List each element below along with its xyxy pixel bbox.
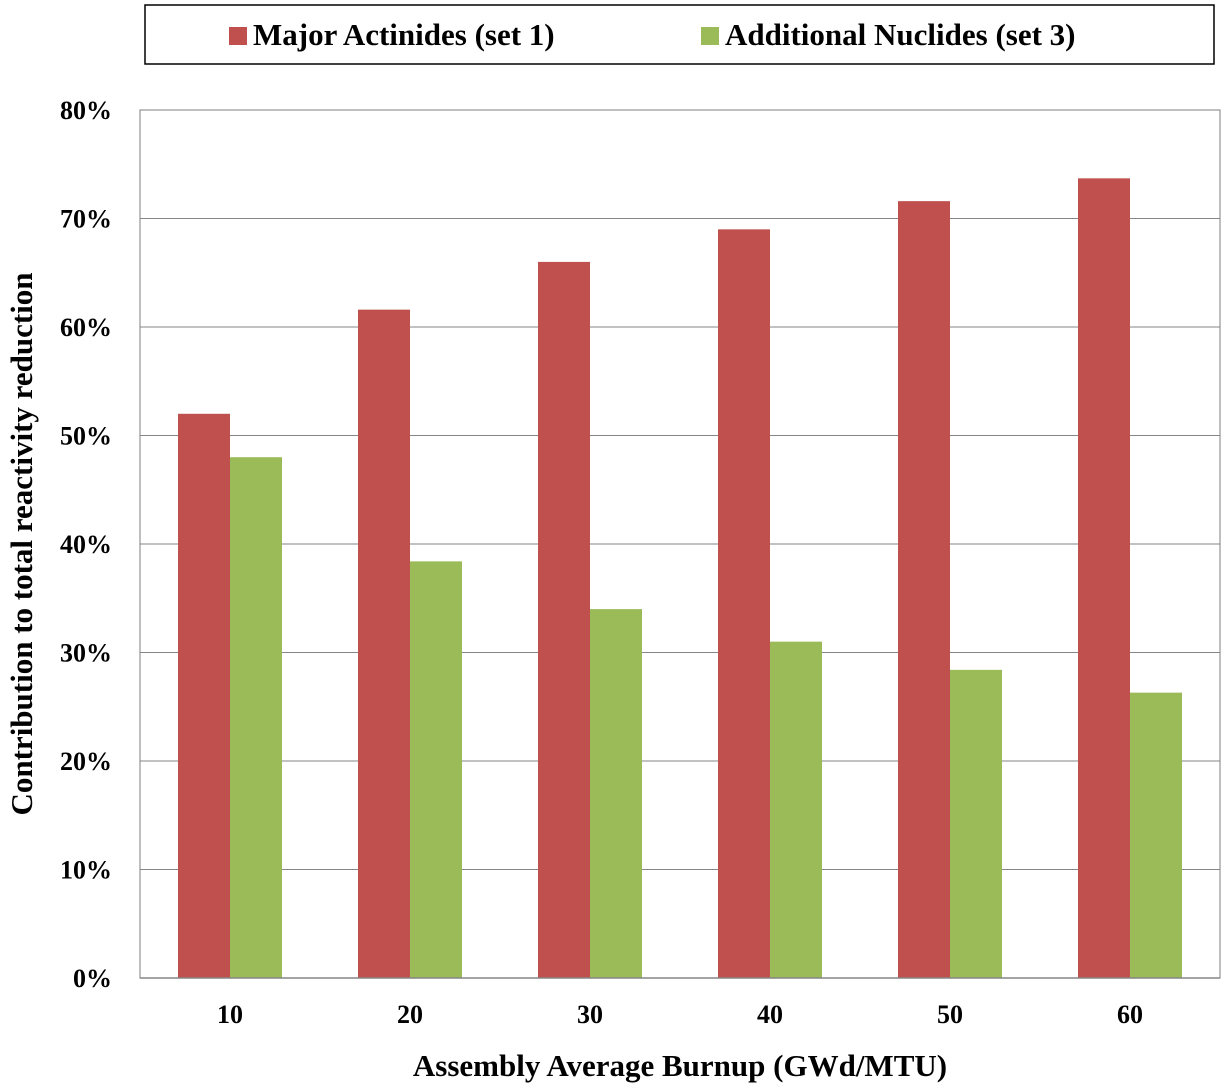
bars bbox=[140, 178, 1220, 979]
bar-series-1-20 bbox=[358, 309, 410, 978]
y-tick-label: 0% bbox=[73, 964, 112, 993]
bar-series-1-30 bbox=[538, 261, 590, 978]
y-tick-label: 60% bbox=[60, 313, 112, 342]
x-tick-label: 60 bbox=[1117, 1000, 1143, 1029]
bar-series-2-10 bbox=[230, 457, 282, 978]
x-axis-tick-labels: 10 20 30 40 50 60 bbox=[217, 1000, 1143, 1029]
bar-series-2-50 bbox=[950, 669, 1002, 978]
bar-series-2-60 bbox=[1130, 692, 1182, 978]
bar-series-1-10 bbox=[178, 413, 230, 978]
bar-series-1-60 bbox=[1078, 178, 1130, 979]
y-axis-title: Contribution to total reactivity reducti… bbox=[4, 272, 39, 815]
legend-swatch-series-1 bbox=[229, 27, 247, 45]
x-tick-label: 10 bbox=[217, 1000, 243, 1029]
y-tick-label: 30% bbox=[60, 639, 112, 668]
legend-label-series-1: Major Actinides (set 1) bbox=[253, 17, 555, 52]
bar-series-2-20 bbox=[410, 561, 462, 978]
legend-box bbox=[144, 4, 1215, 65]
bar-series-2-40 bbox=[770, 641, 822, 978]
x-axis-title: Assembly Average Burnup (GWd/MTU) bbox=[413, 1048, 947, 1083]
bar-series-1-40 bbox=[718, 229, 770, 979]
x-tick-label: 30 bbox=[577, 1000, 603, 1029]
x-tick-label: 20 bbox=[397, 1000, 423, 1029]
bar-series-1-50 bbox=[898, 201, 950, 978]
x-tick-label: 40 bbox=[757, 1000, 783, 1029]
gridlines bbox=[140, 218, 1220, 870]
y-tick-label: 70% bbox=[60, 205, 112, 234]
y-tick-label: 50% bbox=[60, 422, 112, 451]
x-tick-label: 50 bbox=[937, 1000, 963, 1029]
y-tick-label: 10% bbox=[60, 856, 112, 885]
legend-swatch-series-2 bbox=[701, 27, 719, 45]
y-axis-tick-labels: 0% 10% 20% 30% 40% 50% 60% 70% 80% bbox=[60, 96, 112, 993]
y-tick-label: 20% bbox=[60, 747, 112, 776]
legend: Major Actinides (set 1) Additional Nucli… bbox=[144, 4, 1215, 65]
bar-series-2-30 bbox=[590, 609, 642, 978]
y-tick-label: 80% bbox=[60, 96, 112, 125]
y-tick-label: 40% bbox=[60, 530, 112, 559]
legend-label-series-2: Additional Nuclides (set 3) bbox=[725, 17, 1076, 52]
